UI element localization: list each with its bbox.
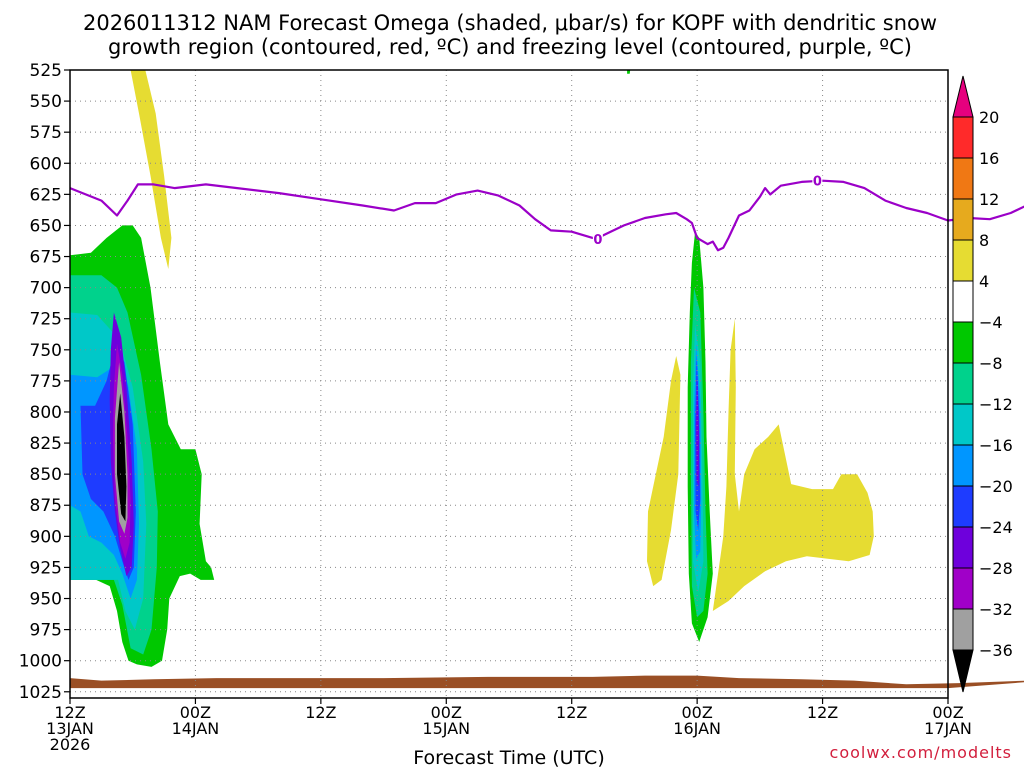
colorbar-label-6: −8 <box>979 354 1003 373</box>
colorbar-swatch-7 <box>952 403 974 446</box>
y-tick-label-3: 600 <box>30 154 62 174</box>
freezing-level-layer: 00 <box>69 173 1024 252</box>
y-tick-label-14: 875 <box>30 496 62 516</box>
y-tick-label-8: 725 <box>30 310 62 330</box>
x-tick-label-7-1: 00Z <box>932 703 963 722</box>
colorbar-label-2: 12 <box>979 190 999 209</box>
y-tick-label-0: 525 <box>30 61 62 81</box>
colorbar-label-11: −28 <box>979 559 1013 578</box>
x-tick-label-1-1: 00Z <box>180 703 211 722</box>
colorbar-swatch-1 <box>952 157 974 200</box>
plot-area: 00 <box>69 69 1024 699</box>
colorbar-label-10: −24 <box>979 518 1013 537</box>
colorbar: 20 16 12 8 4 −4 −8 −12 −16 −20 −24 −28 −32 −36 <box>952 75 1013 693</box>
omega-region-9 <box>117 393 127 522</box>
y-tick-label-4: 625 <box>30 185 62 205</box>
x-tick-label-5-1: 00Z <box>681 703 712 722</box>
colorbar-swatch-4 <box>952 280 974 323</box>
x-tick-label-2-1: 12Z <box>305 703 336 722</box>
y-tick-label-16: 925 <box>30 558 62 578</box>
x-tick-label-6-1: 12Z <box>807 703 838 722</box>
y-tick-label-18: 975 <box>30 621 62 641</box>
x-tick-label-0-3: 2026 <box>50 735 91 754</box>
y-tick-label-19: 1000 <box>19 652 62 672</box>
colorbar-label-3: 8 <box>979 231 989 250</box>
y-axis: 525 550 575 600 625 650 675 700 725 750 775 800 825 8… <box>19 61 70 703</box>
colorbar-label-0: 20 <box>979 108 999 127</box>
colorbar-label-9: −20 <box>979 477 1013 496</box>
colorbar-swatch-9 <box>952 485 974 528</box>
y-tick-label-1: 550 <box>30 92 62 112</box>
y-tick-label-15: 900 <box>30 527 62 547</box>
y-tick-label-10: 775 <box>30 372 62 392</box>
colorbar-swatch-12 <box>952 608 974 651</box>
colorbar-swatch-8 <box>952 444 974 487</box>
colorbar-swatch-5 <box>952 321 974 364</box>
y-tick-label-20: 1025 <box>19 683 62 703</box>
x-tick-label-3-2: 15JAN <box>422 719 470 738</box>
y-tick-label-13: 850 <box>30 465 62 485</box>
contour-label-bg-0 <box>592 232 603 246</box>
chart-title-line-2: growth region (contoured, red, ºC) and f… <box>108 35 912 59</box>
y-tick-label-7: 700 <box>30 279 62 299</box>
omega-region-18 <box>627 70 631 74</box>
y-tick-label-9: 750 <box>30 341 62 361</box>
omega-region-17 <box>696 374 700 487</box>
x-tick-label-0-2: 13JAN <box>46 719 94 738</box>
freezing-level-line <box>69 179 1024 252</box>
colorbar-label-5: −4 <box>979 313 1003 332</box>
y-tick-label-17: 950 <box>30 590 62 610</box>
y-tick-label-11: 800 <box>30 403 62 423</box>
x-axis-label: Forecast Time (UTC) <box>413 747 604 768</box>
freezing-level-label-0: 0 <box>593 233 602 248</box>
x-tick-label-3-1: 00Z <box>431 703 462 722</box>
y-tick-label-5: 650 <box>30 216 62 236</box>
y-tick-label-12: 825 <box>30 434 62 454</box>
colorbar-swatch-6 <box>952 362 974 405</box>
colorbar-swatch-2 <box>952 198 974 241</box>
contour-label-bg-1 <box>812 173 823 187</box>
omega-region-11 <box>712 318 874 611</box>
colorbar-label-4: 4 <box>979 272 989 291</box>
terrain-fill <box>70 675 1024 689</box>
colorbar-swatch-10 <box>952 526 974 569</box>
x-tick-label-4-1: 12Z <box>556 703 587 722</box>
colorbar-swatch-11 <box>952 567 974 610</box>
x-tick-label-0-1: 12Z <box>54 703 85 722</box>
freezing-level-label-1: 0 <box>813 175 822 190</box>
omega-shading <box>70 70 874 667</box>
colorbar-swatch-3 <box>952 239 974 282</box>
x-tick-label-7-2: 17JAN <box>924 719 972 738</box>
colorbar-bottom-arrow <box>952 649 974 693</box>
plot-frame <box>69 69 949 699</box>
y-tick-label-2: 575 <box>30 123 62 143</box>
credit-text: coolwx.com/modelts <box>830 743 1012 762</box>
x-tick-label-5-2: 16JAN <box>673 719 721 738</box>
y-tick-label-6: 675 <box>30 248 62 268</box>
terrain-layer <box>70 675 1024 689</box>
colorbar-top-arrow <box>952 75 974 118</box>
colorbar-label-7: −12 <box>979 395 1013 414</box>
chart-title-line-1: 2026011312 NAM Forecast Omega (shaded, μ… <box>83 11 937 35</box>
colorbar-swatch-0 <box>952 116 974 159</box>
omega-region-10 <box>647 356 681 587</box>
x-tick-label-1-2: 14JAN <box>172 719 220 738</box>
omega-region-0 <box>130 70 172 269</box>
colorbar-label-8: −16 <box>979 436 1013 455</box>
colorbar-label-13: −36 <box>979 641 1013 660</box>
grid-lines <box>70 70 948 698</box>
colorbar-label-1: 16 <box>979 149 999 168</box>
colorbar-label-12: −32 <box>979 600 1013 619</box>
